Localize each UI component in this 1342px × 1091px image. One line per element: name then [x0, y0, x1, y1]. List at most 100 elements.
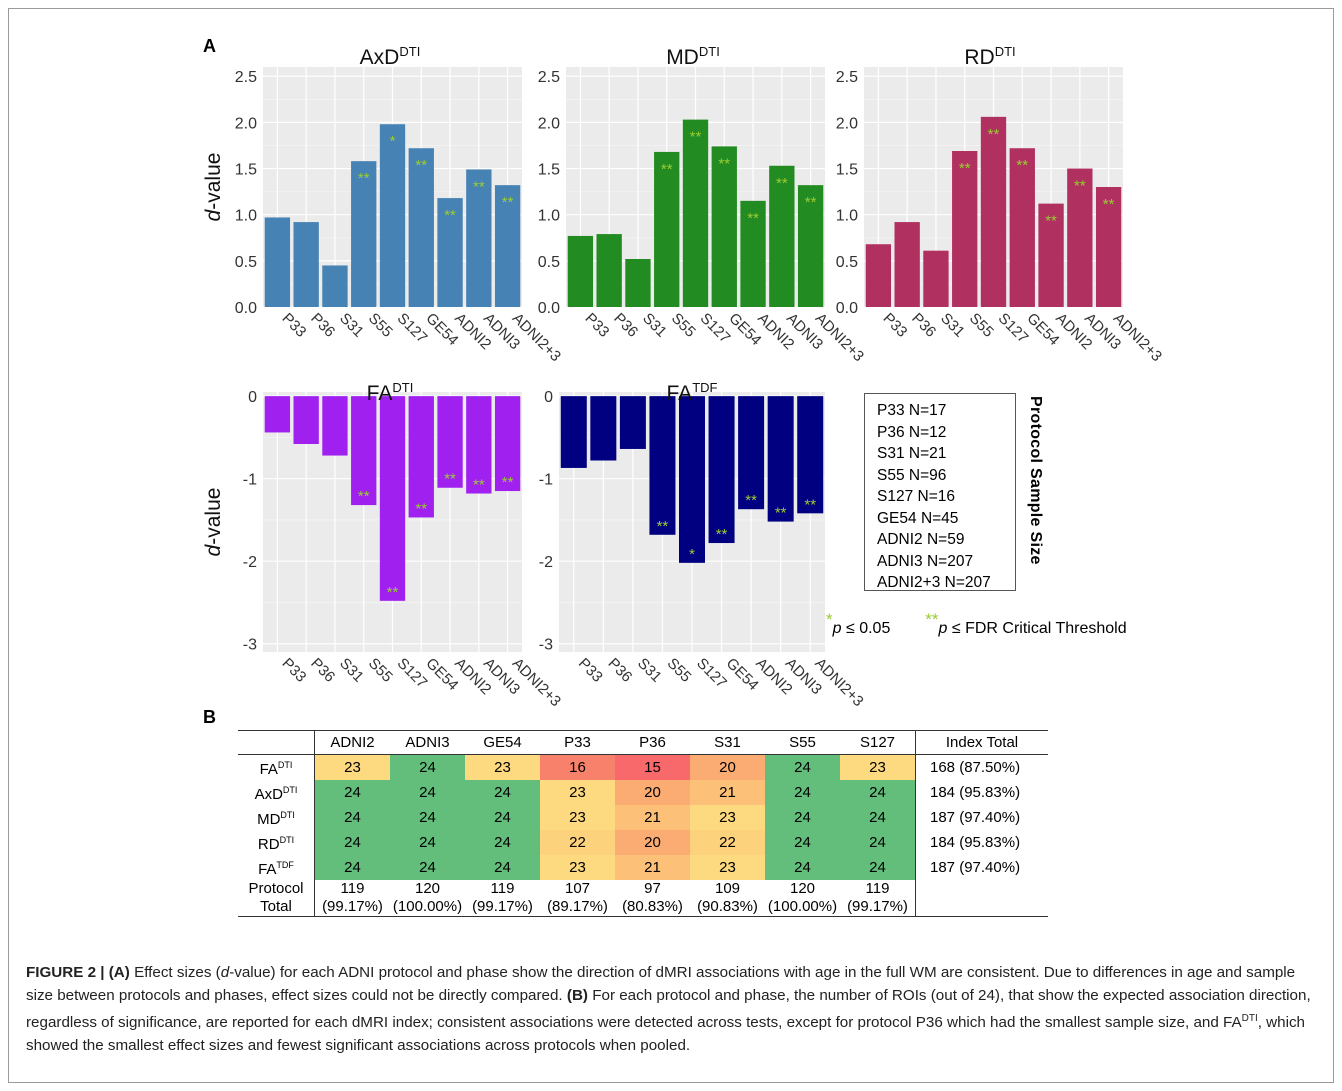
bar-s127	[379, 124, 406, 307]
table-cell: 24	[314, 855, 390, 880]
bar-ge54	[408, 396, 434, 518]
protocol-total-cell: 119 (99.17%)	[840, 880, 916, 917]
bar-adni3	[466, 396, 492, 494]
bar-p33	[560, 396, 587, 468]
x-tick-label: P33	[279, 655, 310, 686]
x-tick-label: P33	[279, 310, 310, 341]
bar-adni2	[437, 396, 463, 488]
y-tick-label: 2.5	[538, 69, 560, 86]
protocol-entry: ADNI2 N=59	[877, 531, 965, 548]
y-tick-label: 2.0	[235, 115, 257, 132]
bar-ge54	[408, 148, 434, 307]
table-row: AxDDTI 24 24 24 23 20 21 24 24 184 (95.83%)	[238, 780, 1048, 805]
table-cell: 23	[840, 754, 916, 780]
caption-b-text-2: , which showed the smallest effect sizes…	[26, 1014, 1306, 1055]
protocol-total-label: Protocol Total	[238, 880, 315, 917]
row-label: RDDTI	[238, 830, 315, 855]
table-header: P33	[540, 730, 615, 755]
table-cell: 23	[540, 780, 615, 805]
bar-p36	[894, 222, 920, 307]
row-label: FATDF	[238, 855, 315, 880]
table-header: P36	[615, 730, 690, 755]
x-tick-label: GE54	[422, 310, 461, 349]
x-tick-label: S31	[639, 310, 670, 341]
y-tick-label: 0.5	[235, 254, 257, 271]
table-cell: 24	[390, 830, 465, 855]
significance-mark: **	[358, 488, 370, 505]
table-header: S31	[690, 730, 765, 755]
bar-adni2	[437, 198, 463, 307]
table-cell: 21	[615, 855, 690, 880]
y-tick-label: 0	[544, 389, 553, 406]
single-star-symbol: *	[826, 610, 833, 629]
table-cell: 24	[765, 754, 840, 780]
protocol-total-cell: 120 (100.00%)	[390, 880, 465, 917]
significance-mark: **	[716, 526, 728, 543]
protocol-sample-size-list: P33 N=17 P36 N=12 S31 N=21 S55 N=96 S127 N=1…	[877, 400, 1015, 594]
chart-fa-tdf: 0-1-2-3P33P36S31**S55*S127**GE54**ADNI2*…	[539, 380, 867, 710]
roi-consistency-table: ADNI2 ADNI3 GE54 P33 P36 S31 S55 S127 Index Tota…	[238, 730, 1048, 917]
table-cell: 20	[615, 830, 690, 855]
bar-p33	[567, 235, 594, 307]
table-cell: 23	[314, 754, 390, 780]
caption-b-sup: DTI	[1241, 1013, 1258, 1024]
index-total-cell: 184 (95.83%)	[915, 830, 1048, 855]
significance-mark: **	[657, 518, 669, 535]
x-tick-label: S127	[394, 310, 431, 347]
bar-ge54	[708, 396, 735, 544]
bar-s31	[322, 265, 348, 307]
x-tick-label: S55	[668, 310, 699, 341]
significance-mark: **	[1103, 196, 1115, 213]
table-cell: 24	[390, 754, 465, 780]
chart-title-sup: TDF	[692, 380, 717, 395]
x-tick-label: S127	[394, 655, 431, 692]
significance-mark: **	[502, 474, 514, 491]
bar-s127	[980, 116, 1007, 307]
significance-mark: **	[775, 505, 787, 522]
bar-s55	[654, 151, 680, 307]
significance-mark: *	[390, 133, 396, 150]
y-axis-label: d-value	[202, 488, 225, 557]
bar-adni3	[466, 169, 492, 307]
table-header: S127	[840, 730, 916, 755]
x-tick-label: S55	[664, 655, 695, 686]
significance-mark: **	[473, 477, 485, 494]
significance-mark: **	[415, 500, 427, 517]
y-tick-label: -3	[539, 637, 553, 654]
x-tick-label: P36	[307, 310, 338, 341]
protocol-entry: P36 N=12	[877, 423, 947, 441]
panel-b-label: B	[203, 707, 216, 727]
chart-title: MDDTI	[666, 44, 720, 69]
y-tick-label: 2.0	[836, 115, 858, 132]
table-row: FATDF 24 24 24 23 21 23 24 24 187 (97.40%)	[238, 855, 1048, 880]
bar-adni3	[767, 396, 794, 522]
significance-mark: **	[1074, 178, 1086, 195]
protocol-total-cell: 119 (99.17%)	[465, 880, 540, 917]
bar-p33	[264, 217, 291, 307]
bar-s31	[923, 250, 949, 307]
index-total-cell: 187 (97.40%)	[915, 855, 1048, 880]
x-tick-label: P36	[908, 310, 939, 341]
y-tick-label: 2.0	[538, 115, 560, 132]
significance-mark: **	[718, 155, 730, 172]
bar-adni2+3	[494, 396, 521, 492]
chart-title-sup: DTI	[995, 44, 1016, 59]
x-tick-label: S31	[634, 655, 665, 686]
caption-a-label: (A)	[108, 964, 130, 981]
y-tick-label: 1.0	[235, 208, 257, 225]
table-header: S55	[765, 730, 840, 755]
chart-fa-dti: 0-1-2-3P33P36S31**S55**S127**GE54**ADNI2…	[202, 380, 564, 710]
bar-s127	[379, 396, 406, 601]
bar-adni3	[769, 165, 795, 307]
table-row: FADTI 23 24 23 16 15 20 24 23 168 (87.50%)	[238, 754, 1048, 780]
bar-s31	[619, 396, 646, 449]
y-tick-label: 1.5	[235, 162, 257, 179]
table-cell: 20	[615, 780, 690, 805]
y-tick-label: -1	[243, 472, 257, 489]
single-star-label: p ≤ 0.05	[832, 620, 891, 637]
index-total-cell: 184 (95.83%)	[915, 780, 1048, 805]
caption-b-text: For each protocol and phase, the number …	[26, 987, 1311, 1032]
row-label: AxDDTI	[238, 780, 315, 805]
table-cell: 24	[765, 805, 840, 830]
